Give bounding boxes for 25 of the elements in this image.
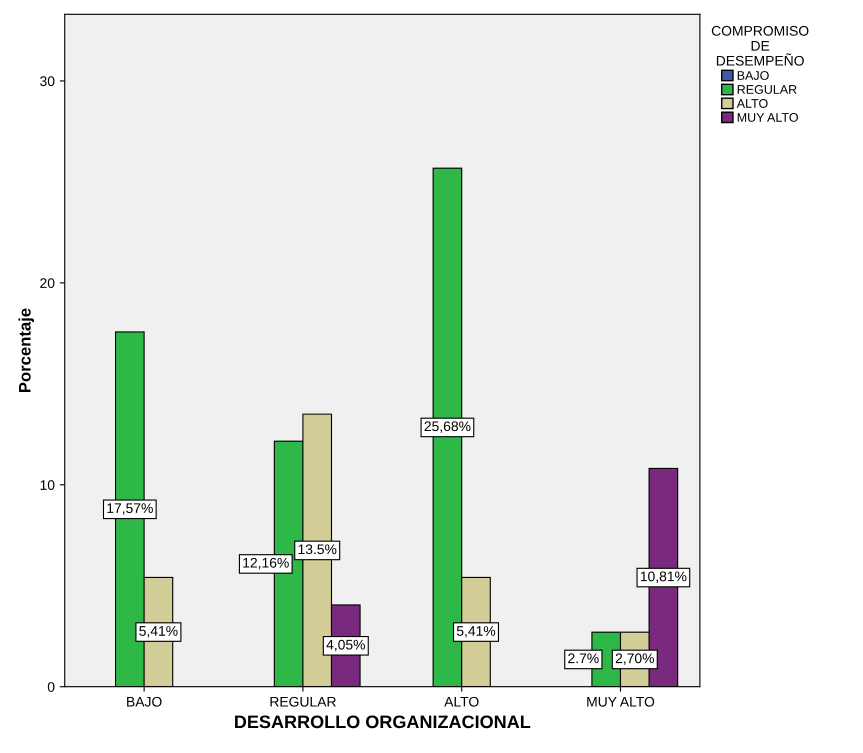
- y-tick-label: 20: [40, 278, 54, 288]
- x-axis-title: DESARROLLO ORGANIZACIONAL: [235, 715, 530, 728]
- y-tick-label: 10: [40, 480, 54, 490]
- y-axis-title: Porcentaje: [18, 308, 34, 392]
- legend-title: COMPROMISO DE DESEMPEÑO: [712, 26, 808, 66]
- x-tick-label: REGULAR: [270, 696, 336, 707]
- x-tick-label: MUY ALTO: [587, 696, 654, 707]
- y-tick-label: 0: [48, 682, 54, 692]
- data-label: 10,81%: [640, 571, 686, 583]
- legend-label: ALTO: [736, 99, 768, 108]
- data-label: 5,41%: [139, 626, 178, 638]
- data-label: 5,41%: [456, 626, 496, 638]
- data-label: 25,68%: [424, 421, 470, 433]
- legend-label: REGULAR: [738, 85, 797, 94]
- legend-label: MUY ALTO: [738, 112, 798, 122]
- data-label: 4,05%: [326, 640, 365, 652]
- x-tick-label: ALTO: [444, 696, 479, 707]
- data-label: 2,70%: [616, 653, 654, 665]
- x-tick-label: BAJO: [127, 696, 162, 707]
- data-label: 17,57%: [107, 503, 153, 515]
- data-label: 2.7%: [568, 653, 599, 664]
- y-tick-label: 30: [40, 76, 54, 86]
- data-label: 12,16%: [243, 558, 289, 570]
- data-label: 13.5%: [298, 544, 336, 554]
- legend-label: BAJO: [738, 71, 769, 80]
